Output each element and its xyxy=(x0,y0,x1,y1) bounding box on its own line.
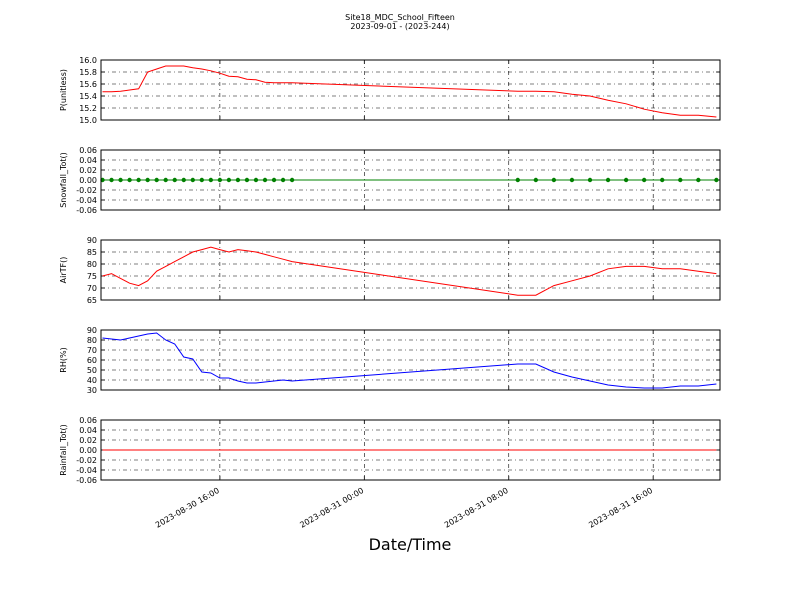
data-point xyxy=(551,177,557,183)
y-tick-label: 0.02 xyxy=(79,436,97,445)
y-tick-label: 0.06 xyxy=(79,146,97,155)
y-tick-label: 75 xyxy=(87,272,97,281)
data-point xyxy=(154,177,159,183)
y-tick-label: 85 xyxy=(87,248,97,257)
y-tick-label: 15.8 xyxy=(79,68,97,77)
y-tick-label: 16.0 xyxy=(79,56,97,65)
y-tick-label: 70 xyxy=(87,284,97,293)
y-tick-label: 90 xyxy=(87,326,97,335)
data-point xyxy=(172,177,177,183)
x-axis-label: Date/Time xyxy=(369,535,452,554)
y-tick-label: 90 xyxy=(87,236,97,245)
data-point xyxy=(515,177,520,183)
y-tick-label: 15.4 xyxy=(79,92,97,101)
data-point xyxy=(145,177,150,183)
data-point xyxy=(280,177,286,183)
y-tick-label: -0.06 xyxy=(76,206,97,215)
y-tick-label: -0.02 xyxy=(76,456,97,465)
y-tick-label: -0.04 xyxy=(76,466,97,475)
y-tick-label: 0.04 xyxy=(79,156,97,165)
data-point xyxy=(163,177,168,183)
data-point xyxy=(714,177,719,183)
y-tick-label: 15.6 xyxy=(79,80,97,89)
data-point xyxy=(605,177,611,183)
y-tick-label: 0.06 xyxy=(79,416,97,425)
data-point xyxy=(660,177,665,183)
y-tick-label: 80 xyxy=(87,336,97,345)
y-tick-label: 80 xyxy=(87,260,97,269)
data-point xyxy=(217,177,223,183)
data-point xyxy=(190,177,195,183)
y-axis-label: Rainfall_Tot() xyxy=(59,424,68,476)
y-tick-label: -0.06 xyxy=(76,476,97,485)
y-axis-label: RH(%) xyxy=(59,347,68,372)
y-tick-label: 40 xyxy=(87,376,97,385)
y-tick-label: -0.04 xyxy=(76,196,97,205)
y-tick-label: 0.00 xyxy=(79,446,97,455)
y-axis-label: P(unitless) xyxy=(59,69,68,111)
data-point xyxy=(199,177,205,183)
y-tick-label: 50 xyxy=(87,366,97,375)
data-point xyxy=(244,177,250,183)
plot-frame xyxy=(100,329,721,391)
plot-frame xyxy=(100,59,721,121)
data-point xyxy=(127,177,132,183)
data-point xyxy=(109,177,114,183)
data-point xyxy=(678,177,683,183)
y-tick-label: 70 xyxy=(87,346,97,355)
y-tick-label: 15.0 xyxy=(79,116,97,125)
y-tick-label: 65 xyxy=(87,296,97,305)
data-point xyxy=(271,177,277,183)
y-tick-label: 60 xyxy=(87,356,97,365)
data-point xyxy=(118,177,123,183)
data-line xyxy=(102,332,717,389)
y-tick-label: -0.02 xyxy=(76,186,97,195)
y-tick-label: 0.00 xyxy=(79,176,97,185)
data-point xyxy=(641,177,647,183)
y-tick-label: 15.2 xyxy=(79,104,97,113)
y-tick-label: 30 xyxy=(87,386,97,395)
plot-frame xyxy=(100,149,721,211)
data-point xyxy=(181,177,186,183)
y-axis-label: Snowfall_Tot() xyxy=(59,152,68,208)
data-point xyxy=(569,177,575,183)
data-point xyxy=(253,177,259,183)
data-point xyxy=(226,177,232,183)
data-point xyxy=(533,177,539,183)
data-line xyxy=(102,65,717,118)
y-tick-label: 0.04 xyxy=(79,426,97,435)
data-point xyxy=(208,177,214,183)
data-point xyxy=(235,177,241,183)
data-line xyxy=(102,246,717,296)
y-tick-label: 0.02 xyxy=(79,166,97,175)
data-point xyxy=(587,177,593,183)
data-point xyxy=(696,177,701,183)
y-axis-label: AirTF() xyxy=(59,257,68,284)
data-point xyxy=(623,177,629,183)
data-point xyxy=(136,177,141,183)
plot-frame xyxy=(100,239,721,301)
chart-title: Site18_MDC_School_Fifteen xyxy=(345,13,455,22)
chart-subtitle: 2023-09-01 - (2023-244) xyxy=(350,22,449,31)
data-point xyxy=(262,177,268,183)
data-point xyxy=(289,177,295,183)
plot-frame xyxy=(100,419,721,481)
